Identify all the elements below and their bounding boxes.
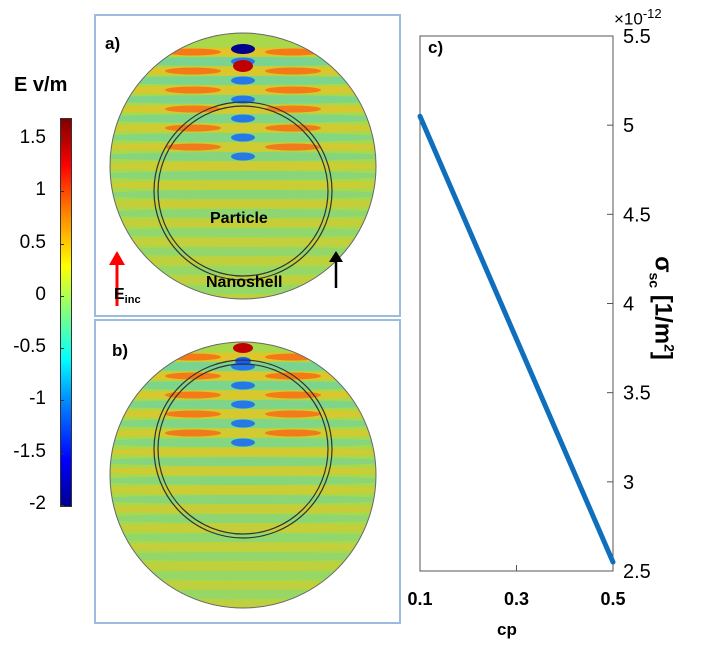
x-tick-label: 0.1 bbox=[407, 589, 432, 609]
particle-label: Particle bbox=[210, 210, 268, 227]
colorbar-tick-label: -1 bbox=[29, 388, 46, 410]
colorbar-tick-mark bbox=[60, 400, 64, 402]
panel-a: a) Particle Nanoshell Einc bbox=[94, 14, 401, 317]
colorbar-tick-label: -0.5 bbox=[13, 336, 46, 358]
y-exponent: ×10-12 bbox=[614, 6, 662, 29]
incident-field-arrow-icon bbox=[109, 251, 125, 306]
colorbar-tick-label: 0.5 bbox=[19, 231, 46, 253]
colorbar-tick-label: -1.5 bbox=[13, 440, 46, 462]
panel-b-label: b) bbox=[112, 341, 129, 360]
y-tick-label: 3.5 bbox=[623, 383, 651, 405]
colorbar-tick-mark bbox=[60, 138, 64, 140]
y-tick-label: 5.5 bbox=[623, 26, 651, 48]
colorbar-tick-mark bbox=[60, 348, 64, 350]
colorbar-tick-label: 1.5 bbox=[19, 126, 46, 148]
y-tick-label: 3 bbox=[623, 472, 634, 494]
incident-field-label: Einc bbox=[114, 286, 141, 307]
x-axis-title: cp bbox=[497, 620, 517, 639]
y-axis-title: σsc [1/m2] bbox=[646, 256, 678, 360]
colorbar-tick-mark bbox=[60, 295, 64, 297]
x-tick-label: 0.5 bbox=[600, 589, 625, 609]
panel-c-label: c) bbox=[428, 38, 444, 57]
field-map-a bbox=[109, 32, 377, 300]
colorbar-tick-mark bbox=[60, 191, 64, 193]
nanoshell-label: Nanoshell bbox=[206, 274, 283, 291]
colorbar-tick-label: 0 bbox=[35, 283, 46, 305]
nanoshell-arrow-icon bbox=[329, 251, 343, 288]
series-line bbox=[417, 113, 616, 565]
y-tick-label: 2.5 bbox=[623, 561, 651, 583]
x-tick-label: 0.3 bbox=[504, 589, 529, 609]
colorbar-tick-mark bbox=[60, 505, 64, 506]
colorbar-title: E v/m bbox=[14, 74, 68, 96]
colorbar-tick-label: 1 bbox=[35, 179, 46, 201]
panel-b: b) bbox=[94, 319, 401, 624]
field-map-b bbox=[109, 341, 377, 609]
panel-a-label: a) bbox=[105, 34, 121, 53]
colorbar bbox=[60, 118, 72, 507]
y-tick-label: 4 bbox=[623, 294, 634, 316]
y-tick-label: 5 bbox=[623, 115, 634, 137]
colorbar-tick-label: -2 bbox=[29, 493, 46, 514]
colorbar-tick-mark bbox=[60, 243, 64, 245]
y-tick-label: 4.5 bbox=[623, 204, 651, 226]
colorbar-tick-mark bbox=[60, 452, 64, 454]
